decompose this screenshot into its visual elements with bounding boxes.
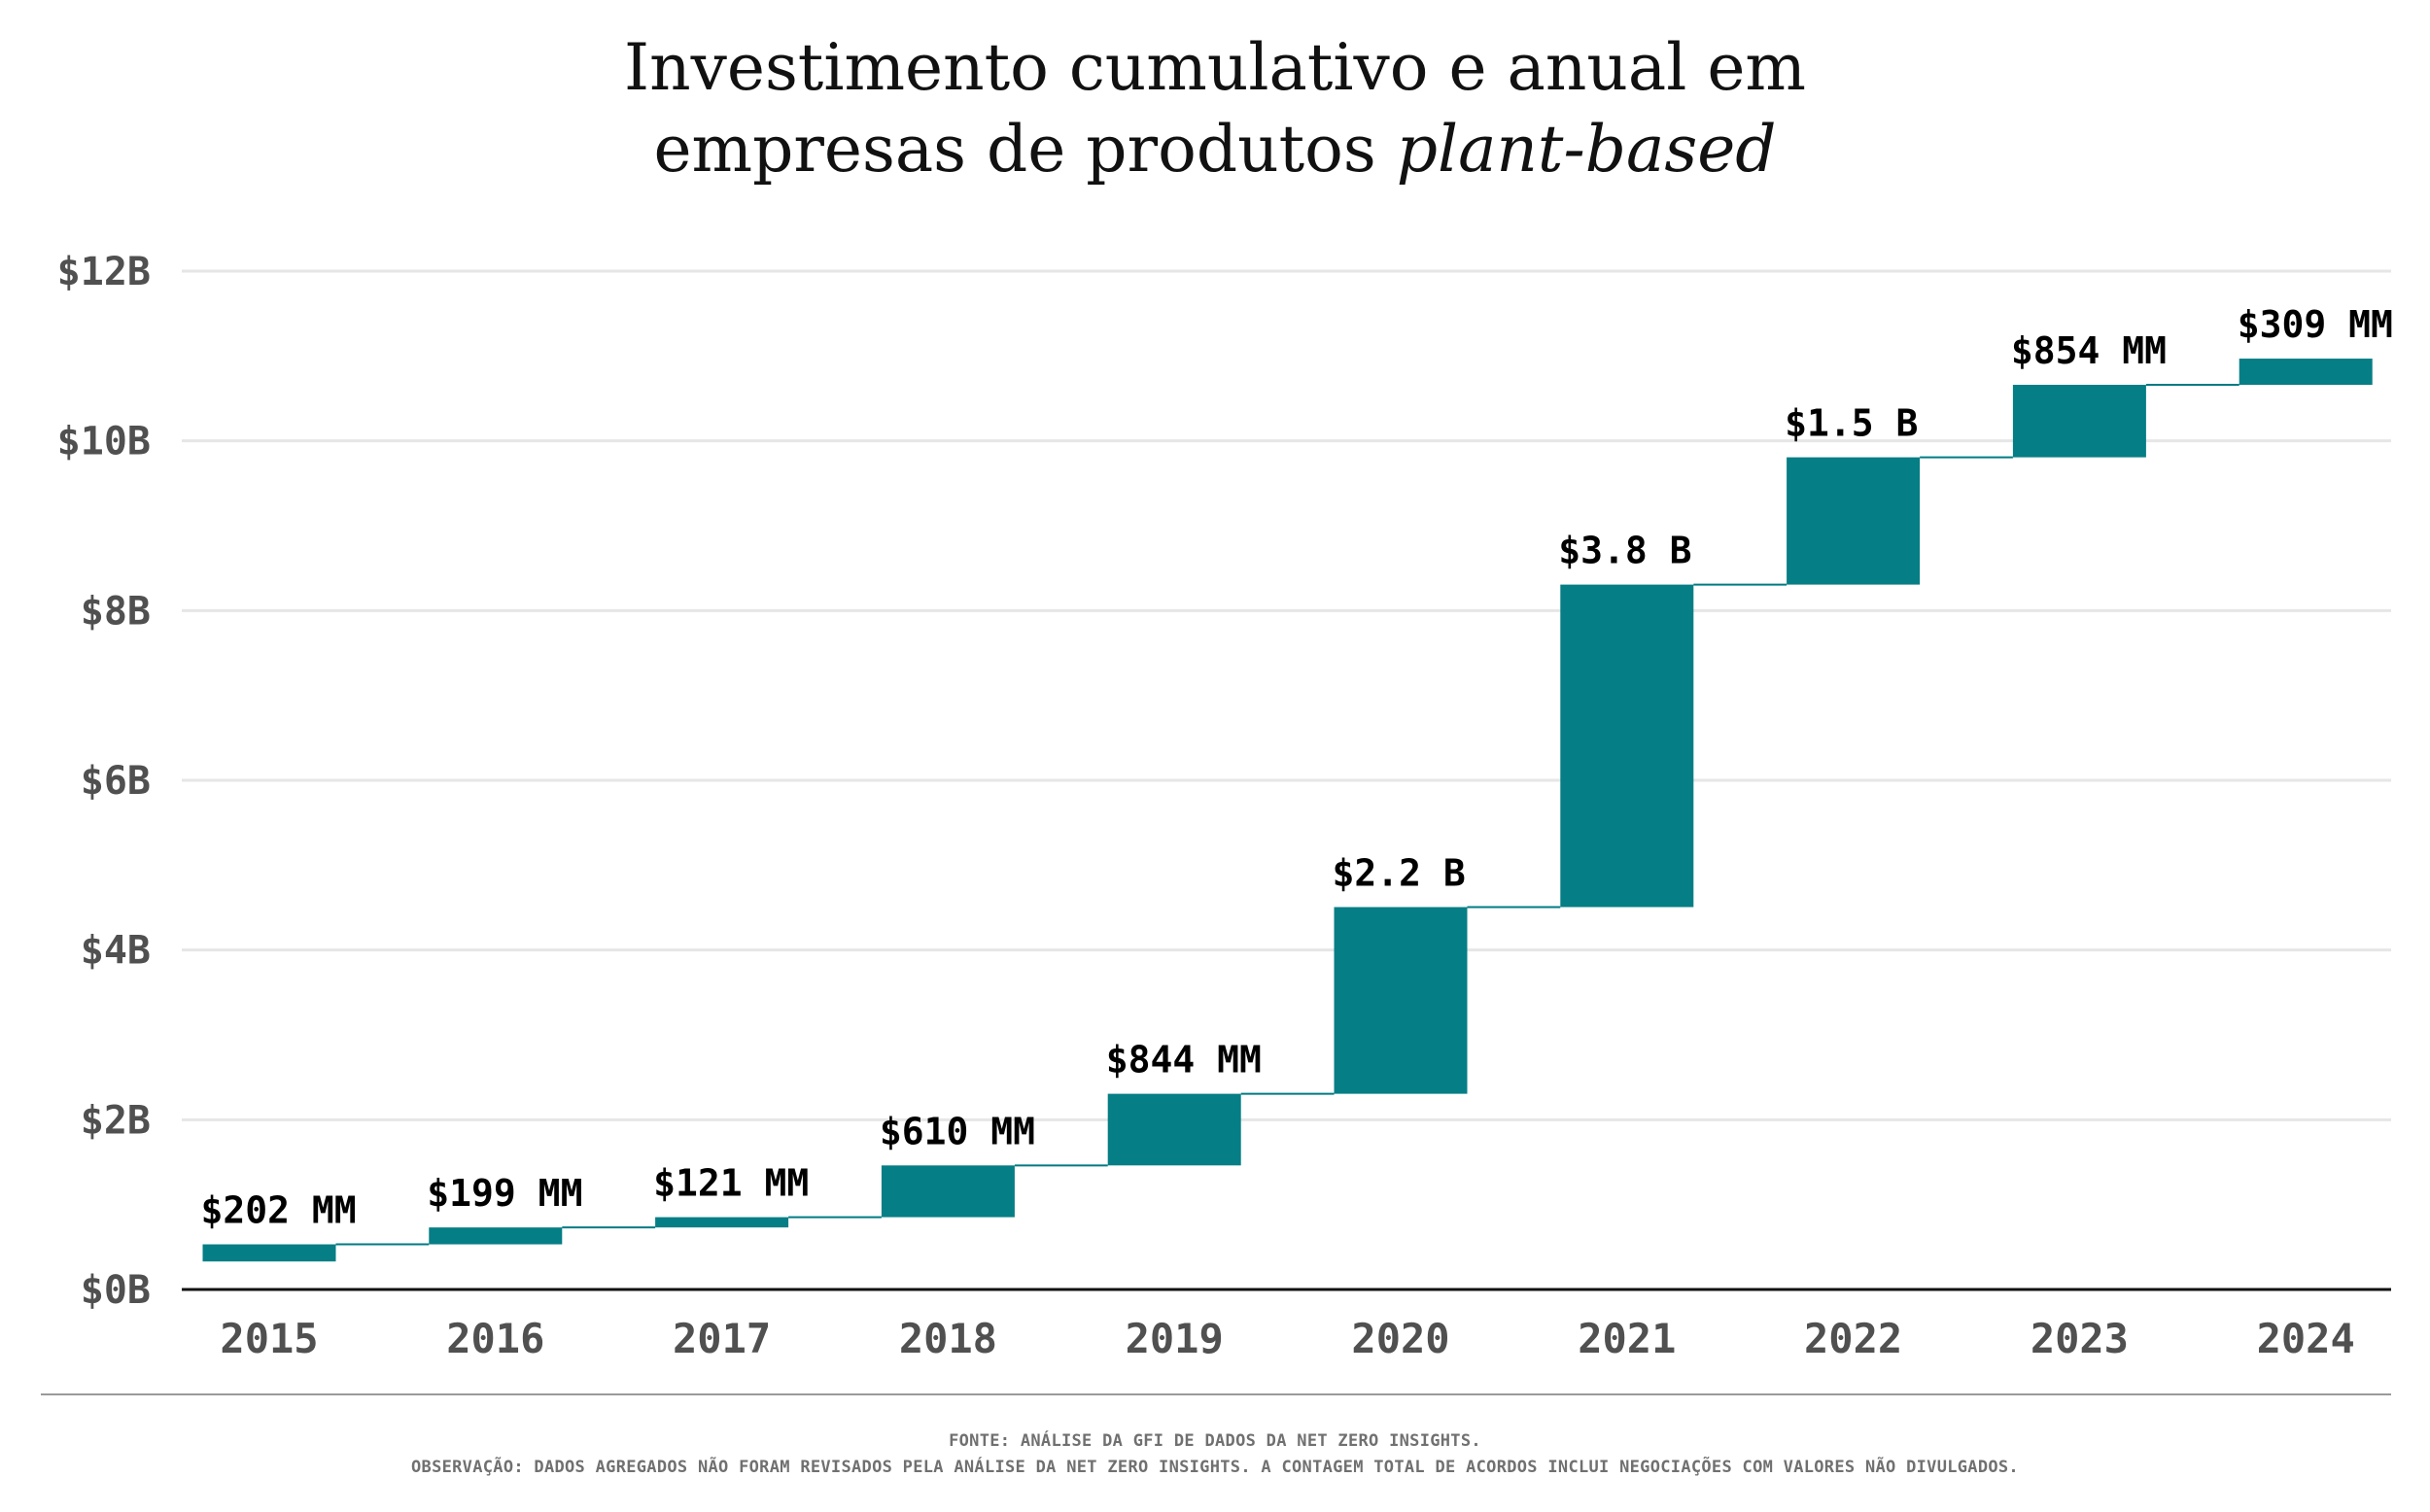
data-label-2024: $309 MM xyxy=(2238,303,2393,346)
bar-2022 xyxy=(1787,457,1921,585)
data-label-2021: $3.8 B xyxy=(1558,530,1691,572)
x-axis-ticks: 2015 2016 2017 2018 2019 2020 2021 2022 2023 2024 xyxy=(220,1315,2354,1362)
x-tick-label-2017: 2017 xyxy=(673,1315,771,1362)
data-label-2020: $2.2 B xyxy=(1333,851,1466,894)
y-tick-label: $8B xyxy=(81,589,151,634)
bar-connectors xyxy=(335,384,2239,1246)
data-label-2019: $844 MM xyxy=(1106,1039,1262,1082)
footer-source: FONTE: ANÁLISE DA GFI DE DADOS DA NET ZE… xyxy=(949,1431,1481,1451)
data-label-2015: $202 MM xyxy=(201,1189,357,1232)
x-tick-label-2021: 2021 xyxy=(1578,1315,1676,1362)
chart-title-italic: plant-based xyxy=(1396,112,1777,187)
x-tick-label-2016: 2016 xyxy=(446,1315,544,1362)
bars xyxy=(202,359,2373,1262)
chart-title-line-2-text: empresas de produtos xyxy=(653,112,1397,187)
x-tick-label-2023: 2023 xyxy=(2031,1315,2129,1362)
x-tick-label-2018: 2018 xyxy=(899,1315,997,1362)
x-tick-label-2020: 2020 xyxy=(1351,1315,1449,1362)
x-tick-label-2015: 2015 xyxy=(220,1315,318,1362)
data-label-2016: $199 MM xyxy=(427,1172,582,1215)
y-axis-ticks: $0B $2B $4B $6B $8B $10B $12B xyxy=(57,250,151,1313)
data-label-2022: $1.5 B xyxy=(1785,402,1918,445)
bar-2023 xyxy=(2012,385,2146,458)
x-tick-label-2019: 2019 xyxy=(1126,1315,1224,1362)
data-label-2018: $610 MM xyxy=(880,1110,1035,1152)
x-tick-label-2024: 2024 xyxy=(2257,1315,2355,1362)
y-tick-label: $4B xyxy=(81,929,151,974)
y-tick-label: $10B xyxy=(57,420,151,464)
chart-title-line-1: Investimento cumulativo e anual em xyxy=(624,30,1806,105)
y-tick-label: $2B xyxy=(81,1098,151,1143)
bar-2015 xyxy=(202,1244,336,1262)
footer-note: OBSERVAÇÃO: DADOS AGREGADOS NÃO FORAM RE… xyxy=(411,1458,2019,1477)
bar-2016 xyxy=(429,1227,563,1245)
chart-title-line-2: empresas de produtos plant-based xyxy=(0,109,2430,190)
bar-2024 xyxy=(2239,359,2373,386)
y-tick-label: $0B xyxy=(81,1268,151,1313)
bar-2018 xyxy=(881,1165,1015,1218)
bar-2017 xyxy=(655,1217,789,1228)
bar-2019 xyxy=(1107,1093,1241,1166)
data-labels: $202 MM $199 MM $121 MM $610 MM $844 MM $2.2 … xyxy=(201,303,2393,1231)
data-label-2023: $854 MM xyxy=(2011,329,2167,372)
chart-title: Investimento cumulativo e anual em empre… xyxy=(0,27,2430,190)
bar-2020 xyxy=(1334,907,1468,1094)
y-tick-label: $6B xyxy=(81,759,151,804)
data-label-2017: $121 MM xyxy=(653,1162,809,1205)
y-tick-label: $12B xyxy=(57,250,151,294)
x-tick-label-2022: 2022 xyxy=(1804,1315,1902,1362)
bar-2021 xyxy=(1560,584,1694,908)
